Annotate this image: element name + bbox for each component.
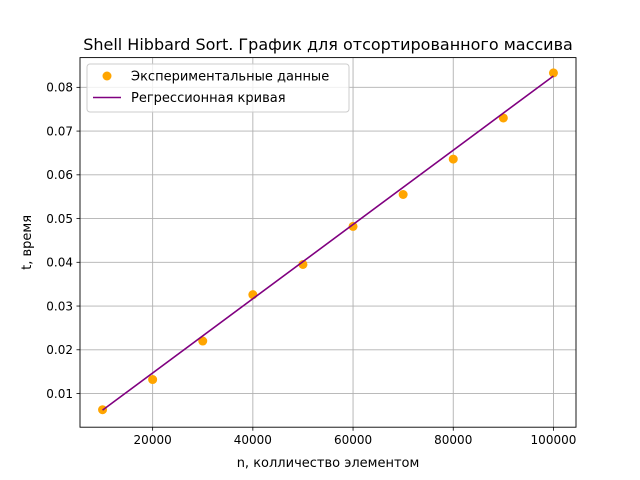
x-axis-ticks: 20000 40000 60000 80000 100000 <box>134 427 577 447</box>
scatter-point <box>148 375 158 385</box>
x-axis-label: n, колличество элементом <box>237 456 420 471</box>
y-axis-label: t, время <box>20 215 35 270</box>
legend: Экспериментальные данные Регрессионная к… <box>86 63 350 113</box>
y-tick-label: 0.07 <box>46 124 73 138</box>
x-tick-label: 40000 <box>234 433 272 447</box>
x-tick-label: 100000 <box>531 433 577 447</box>
x-tick-label: 80000 <box>434 433 472 447</box>
scatter-point <box>298 259 308 269</box>
series-layer <box>98 68 558 415</box>
legend-label-scatter: Экспериментальные данные <box>131 70 329 85</box>
x-tick-label: 20000 <box>134 433 172 447</box>
x-tick-label: 60000 <box>334 433 372 447</box>
legend-label-line: Регрессионная кривая <box>131 91 286 106</box>
y-tick-label: 0.05 <box>46 212 73 226</box>
scatter-point <box>448 154 458 164</box>
scatter-point <box>198 336 208 346</box>
y-tick-label: 0.08 <box>46 81 73 95</box>
y-tick-label: 0.01 <box>46 387 73 401</box>
scatter-point <box>548 68 558 78</box>
plot-frame <box>79 57 577 428</box>
scatter-point <box>348 221 358 231</box>
y-tick-label: 0.04 <box>46 256 73 270</box>
regression-line <box>102 75 554 411</box>
legend-marker-scatter <box>102 71 112 81</box>
legend-box <box>86 63 350 113</box>
y-axis-ticks: 0.01 0.02 0.03 0.04 0.05 0.06 0.07 0.08 <box>46 81 80 401</box>
y-tick-label: 0.06 <box>46 168 73 182</box>
scatter-point <box>398 190 408 200</box>
y-tick-label: 0.02 <box>46 343 73 357</box>
y-tick-label: 0.03 <box>46 299 73 313</box>
chart-title: Shell Hibbard Sort. График для отсортиро… <box>83 35 573 54</box>
